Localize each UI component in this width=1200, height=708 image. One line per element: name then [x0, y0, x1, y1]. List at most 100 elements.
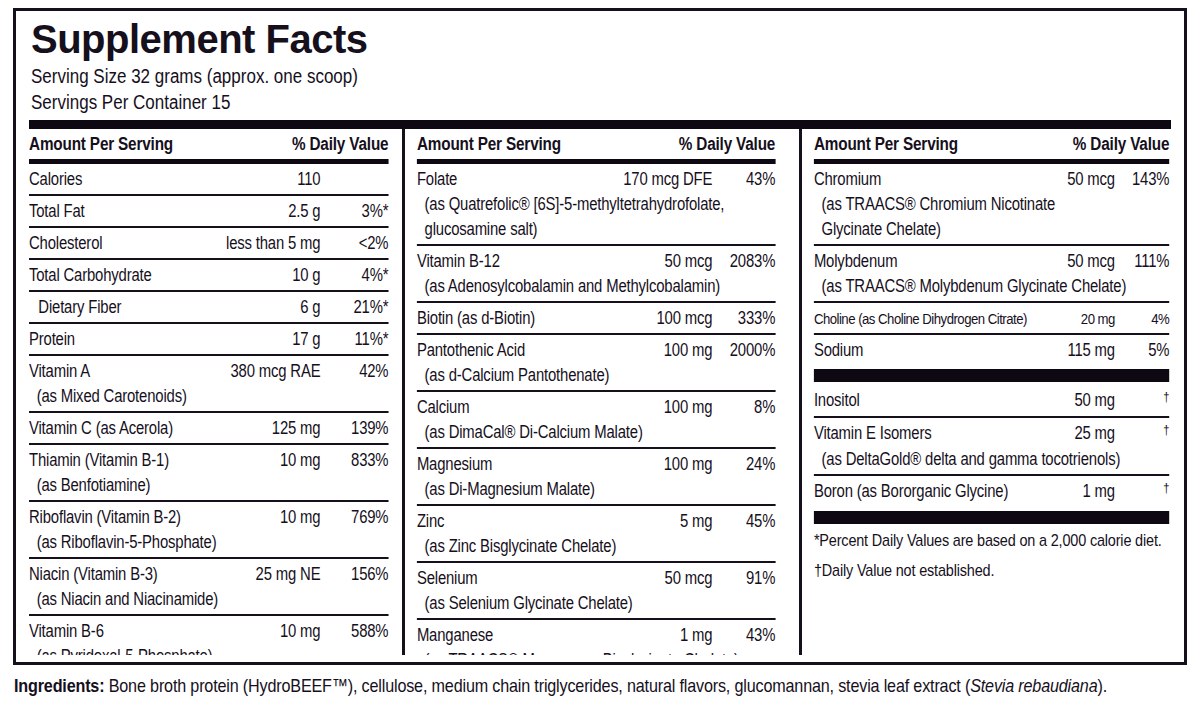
nutrient-line: Vitamin B-1250 mcg2083%: [417, 249, 775, 274]
nutrient-name: Total Carbohydrate: [29, 263, 292, 288]
nutrient-line: Manganese1 mg43%: [417, 623, 775, 648]
column-header: Amount Per Serving% Daily Value: [417, 129, 775, 159]
nutrient-source: (as Selenium Glycinate Chelate): [417, 591, 775, 616]
nutrient-daily-value: 43%: [712, 623, 775, 648]
nutrient-daily-value: 588%: [320, 619, 388, 644]
nutrient-line: Vitamin E Isomers25 mg†: [814, 421, 1169, 447]
nutrient-daily-value: 42%: [320, 359, 388, 384]
supplement-facts-panel: Supplement Facts Serving Size 32 grams (…: [13, 8, 1187, 665]
nutrient-line: Zinc5 mg45%: [417, 509, 775, 534]
nutrient-line: Boron (as Bororganic Glycine)1 mg†: [814, 479, 1169, 505]
nutrient-amount: 110: [297, 167, 320, 192]
nutrient-amount: less than 5 mg: [226, 231, 320, 256]
facts-columns: Amount Per Serving% Daily ValueCalories1…: [29, 129, 1171, 655]
nutrient-name: Dietary Fiber: [29, 295, 300, 320]
nutrient-amount: 50 mcg: [1067, 167, 1115, 192]
nutrient-daily-value: 5%: [1115, 338, 1169, 363]
nutrient-amount: 170 mcg DFE: [623, 167, 712, 192]
nutrient-daily-value: 11%*: [320, 327, 388, 352]
nutrient-row: Calcium100 mg8%(as DimaCal® Di-Calcium M…: [417, 392, 775, 449]
nutrient-line: Sodium115 mg5%: [814, 338, 1169, 363]
nutrient-line: Protein17 g11%*: [29, 327, 388, 352]
nutrient-row: Riboflavin (Vitamin B-2)10 mg769%(as Rib…: [29, 502, 388, 559]
nutrient-source: (as Di-Magnesium Malate): [417, 477, 775, 502]
nutrient-line: Vitamin A380 mcg RAE42%: [29, 359, 388, 384]
nutrient-row: Molybdenum50 mcg111%(as TRAACS® Molybden…: [814, 246, 1169, 303]
nutrient-source: (as Adenosylcobalamin and Methylcobalami…: [417, 274, 775, 299]
nutrient-name: Calories: [29, 167, 297, 192]
nutrient-name: Vitamin A: [29, 359, 231, 384]
nutrient-daily-value: †: [1115, 384, 1169, 409]
nutrient-daily-value: 4%*: [320, 263, 388, 288]
column-header: Amount Per Serving% Daily Value: [29, 129, 388, 159]
nutrient-amount: 10 mg: [280, 448, 320, 473]
nutrient-amount: 115 mg: [1067, 338, 1114, 363]
nutrient-name: Zinc: [417, 509, 680, 534]
nutrient-daily-value: 769%: [320, 505, 388, 530]
nutrient-amount: 50 mg: [1074, 388, 1114, 413]
nutrient-row: Dietary Fiber6 g21%*: [29, 292, 388, 324]
daily-value-header: % Daily Value: [1073, 134, 1169, 155]
nutrient-line: Riboflavin (Vitamin B-2)10 mg769%: [29, 505, 388, 530]
nutrient-name: Cholesterol: [29, 231, 226, 256]
nutrient-name: Calcium: [417, 395, 664, 420]
nutrient-row: Pantothenic Acid100 mg2000%(as d-Calcium…: [417, 335, 775, 392]
nutrient-name: Boron (as Bororganic Glycine): [814, 479, 1083, 504]
nutrient-row: Selenium50 mcg91%(as Selenium Glycinate …: [417, 563, 775, 620]
facts-column-2: Amount Per Serving% Daily ValueFolate170…: [402, 129, 799, 655]
nutrient-line: Magnesium100 mg24%: [417, 452, 775, 477]
footnote: *Percent Daily Values are based on a 2,0…: [814, 528, 1169, 554]
nutrient-row: Choline (as Choline Dihydrogen Citrate)2…: [814, 303, 1169, 335]
nutrient-source: (as Benfotiamine): [29, 473, 388, 498]
nutrient-source: (as TRAACS® Molybdenum Glycinate Chelate…: [814, 274, 1169, 299]
nutrient-line: Inositol50 mg†: [814, 388, 1169, 414]
nutrient-line: Dietary Fiber6 g21%*: [29, 295, 388, 320]
nutrient-amount: 2.5 g: [288, 199, 320, 224]
facts-column-2-body: Amount Per Serving% Daily ValueFolate170…: [405, 129, 799, 655]
nutrient-name: Magnesium: [417, 452, 664, 477]
nutrient-row: Manganese1 mg43%(as TRAACS® Manganese Bi…: [417, 620, 775, 655]
nutrient-line: Pantothenic Acid100 mg2000%: [417, 338, 775, 363]
nutrient-name: Niacin (Vitamin B-3): [29, 562, 256, 587]
nutrient-name: Inositol: [814, 388, 1075, 413]
facts-column-1: Amount Per Serving% Daily ValueCalories1…: [29, 129, 402, 655]
ingredients-text: Bone broth protein (HydroBEEF™), cellulo…: [104, 675, 970, 696]
nutrient-line: Chromium50 mcg143%: [814, 167, 1169, 192]
nutrient-row: Niacin (Vitamin B-3)25 mg NE156%(as Niac…: [29, 559, 388, 616]
nutrient-amount: 100 mcg: [656, 306, 712, 331]
nutrient-amount: 50 mcg: [1067, 249, 1115, 274]
nutrient-amount: 25 mg NE: [256, 562, 321, 587]
nutrient-source: (as Zinc Bisglycinate Chelate): [417, 534, 775, 559]
section-bar: [814, 369, 1169, 382]
nutrient-amount: 125 mg: [272, 416, 321, 441]
nutrient-line: Choline (as Choline Dihydrogen Citrate)2…: [814, 306, 1169, 331]
nutrient-source: (as Pyridoxal-5-Phosphate): [29, 644, 388, 655]
nutrient-daily-value: 2083%: [712, 249, 775, 274]
nutrient-amount: 10 mg: [280, 619, 320, 644]
amount-per-serving-header: Amount Per Serving: [814, 134, 958, 155]
nutrient-source: (as Niacin and Niacinamide): [29, 587, 388, 612]
nutrient-line: Total Carbohydrate10 g4%*: [29, 263, 388, 288]
nutrient-name: Selenium: [417, 566, 665, 591]
nutrient-daily-value: 24%: [712, 452, 775, 477]
nutrient-amount: 1 mg: [1083, 479, 1115, 504]
nutrient-row: Total Carbohydrate10 g4%*: [29, 260, 388, 292]
nutrient-daily-value: 139%: [320, 416, 388, 441]
nutrient-source: (as TRAACS® Chromium Nicotinate: [814, 192, 1169, 217]
nutrient-daily-value: <2%: [320, 231, 388, 256]
nutrient-name: Total Fat: [29, 199, 288, 224]
nutrient-amount: 1 mg: [680, 623, 712, 648]
nutrient-amount: 10 g: [292, 263, 320, 288]
nutrient-row: Vitamin A380 mcg RAE42%(as Mixed Caroten…: [29, 356, 388, 413]
nutrient-line: Vitamin B-610 mg588%: [29, 619, 388, 644]
nutrient-line: Selenium50 mcg91%: [417, 566, 775, 591]
nutrient-amount: 100 mg: [664, 338, 713, 363]
nutrient-name: Chromium: [814, 167, 1067, 192]
nutrient-row: Calories110: [29, 164, 388, 196]
serving-size: Serving Size 32 grams (approx. one scoop…: [31, 63, 1199, 89]
nutrient-name: Vitamin B-12: [417, 249, 665, 274]
nutrient-row: Total Fat2.5 g3%*: [29, 196, 388, 228]
nutrient-line: Vitamin C (as Acerola)125 mg139%: [29, 416, 388, 441]
nutrient-line: Total Fat2.5 g3%*: [29, 199, 388, 224]
nutrient-source: glucosamine salt): [417, 217, 775, 242]
